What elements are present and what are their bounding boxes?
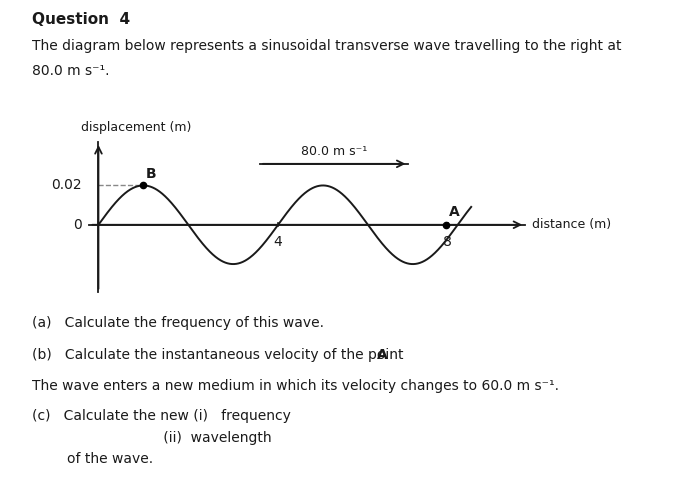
Text: The diagram below represents a sinusoidal transverse wave travelling to the righ: The diagram below represents a sinusoida… <box>32 39 621 53</box>
Text: distance (m): distance (m) <box>532 218 611 231</box>
Text: (b)   Calculate the instantaneous velocity of the point: (b) Calculate the instantaneous velocity… <box>32 348 407 362</box>
Text: 4: 4 <box>274 235 283 249</box>
Text: B: B <box>146 167 156 181</box>
Text: 0.02: 0.02 <box>51 178 81 192</box>
Text: 8: 8 <box>443 235 452 249</box>
Text: The wave enters a new medium in which its velocity changes to 60.0 m s⁻¹.: The wave enters a new medium in which it… <box>32 379 559 393</box>
Text: Question  4: Question 4 <box>32 12 130 27</box>
Text: displacement (m): displacement (m) <box>81 121 192 134</box>
Text: (c)   Calculate the new (i)   frequency: (c) Calculate the new (i) frequency <box>32 409 290 423</box>
Text: 0: 0 <box>73 218 81 232</box>
Text: A: A <box>377 348 387 362</box>
Text: (ii)  wavelength: (ii) wavelength <box>32 431 271 445</box>
Text: .: . <box>384 348 388 362</box>
Text: A: A <box>449 205 459 219</box>
Text: 80.0 m s⁻¹: 80.0 m s⁻¹ <box>301 145 368 158</box>
Text: of the wave.: of the wave. <box>32 452 153 466</box>
Text: (a)   Calculate the frequency of this wave.: (a) Calculate the frequency of this wave… <box>32 316 323 330</box>
Text: 80.0 m s⁻¹.: 80.0 m s⁻¹. <box>32 64 109 78</box>
